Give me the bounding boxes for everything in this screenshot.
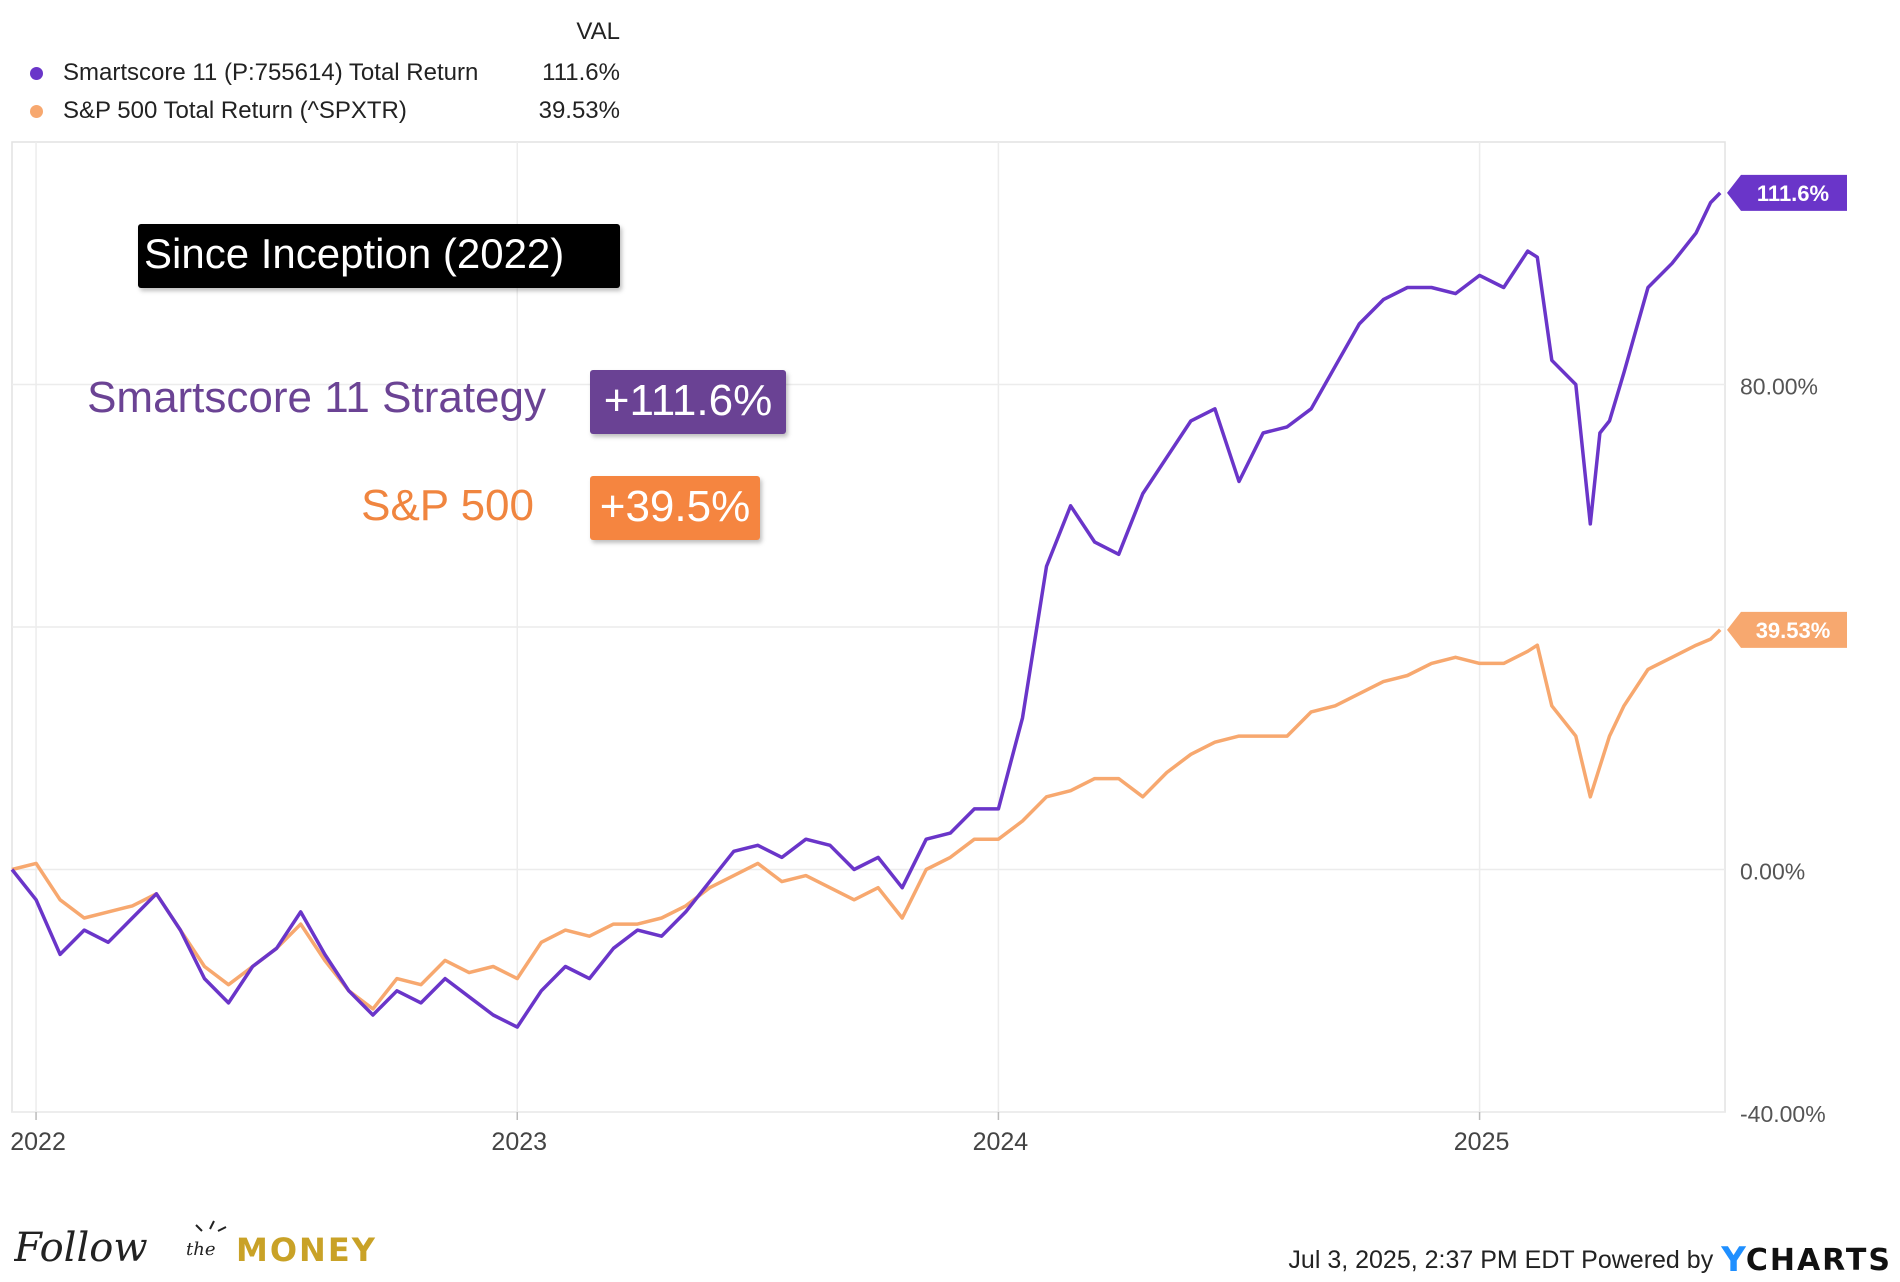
legend-item-name: Smartscore 11 (P:755614) Total Return [63,59,479,86]
period-annotation: Since Inception (2022) [138,224,620,288]
end-label-flag [1727,174,1847,211]
sparkle-icon [195,1220,227,1232]
logo-follow-text: Follow [14,1225,148,1271]
footer-attribution: Jul 3, 2025, 2:37 PM EDT Powered by Y CH… [1288,1240,1892,1280]
strategy-value-badge: +111.6% [590,370,786,434]
y-tick-label: -40.00% [1740,1101,1826,1127]
x-tick-label: 2023 [491,1128,547,1156]
series-line-sp500[interactable] [11,628,1722,1011]
gridlines [12,142,1725,1113]
x-tick-label: 2024 [973,1128,1029,1156]
y-axis: 80.00%40.00%0.00%-40.00% [1740,374,1826,1128]
x-tick-label: 2025 [1454,1128,1510,1156]
end-labels: 111.6% 39.53% [1727,174,1847,648]
legend-item-value: 111.6% [542,59,620,86]
series-line-smartscore[interactable] [10,191,1722,1029]
sp500-value-badge: +39.5% [590,476,760,540]
y-tick-label: 0.00% [1740,859,1805,885]
series-lines [10,191,1722,1029]
sp500-label: S&P 500 [361,481,534,530]
x-axis: 2022 2023 2024 2025 [10,1112,1509,1156]
ycharts-logo-y: Y [1721,1240,1746,1280]
legend-item-smartscore[interactable]: Smartscore 11 (P:755614) Total Return 11… [30,54,620,92]
legend-item-name: S&P 500 Total Return (^SPXTR) [63,97,407,124]
smartscore-dot-icon [30,66,43,80]
strategy-value-text: +111.6% [604,376,772,425]
footer-timestamp: Jul 3, 2025, 2:37 PM EDT Powered by [1288,1245,1714,1274]
legend-item-sp500[interactable]: S&P 500 Total Return (^SPXTR) 39.53% [30,92,620,130]
line-chart[interactable]: 80.00%40.00%0.00%-40.00% 202220232024202… [0,0,1900,1200]
period-annotation-text: Since Inception (2022) [144,230,564,277]
y-tick-label: 80.00% [1740,374,1818,400]
x-tick-label: 2022 [10,1128,66,1156]
strategy-label: Smartscore 11 Strategy [87,373,546,422]
follow-the-money-logo: Follow the MONEY [14,1220,377,1271]
end-label-text: 39.53% [1756,618,1831,643]
sp500-dot-icon [30,104,43,118]
logo-money-text: MONEY [236,1231,377,1269]
logo-the-text: the [186,1239,215,1260]
ycharts-logo-text: CHARTS [1745,1242,1892,1278]
end-label-text: 111.6% [1757,181,1829,206]
legend-header: VAL [576,18,620,45]
end-label-flag [1727,611,1847,648]
legend: VAL Smartscore 11 (P:755614) Total Retur… [30,18,620,130]
sp500-value-text: +39.5% [600,482,750,531]
legend-item-value: 39.53% [538,97,620,124]
